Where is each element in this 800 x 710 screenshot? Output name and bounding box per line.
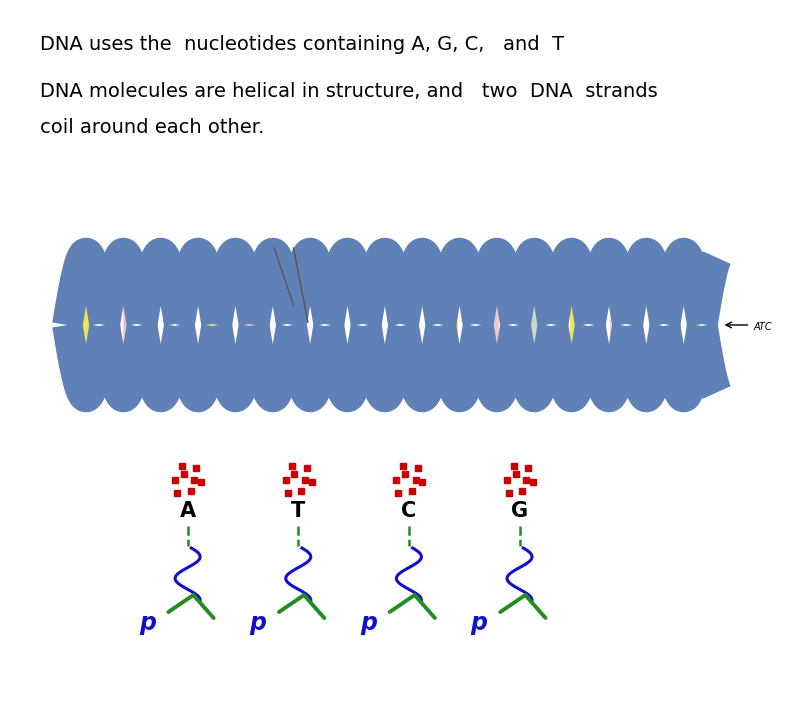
Text: p: p <box>250 611 266 635</box>
Text: DNA molecules are helical in structure, and   two  DNA  strands: DNA molecules are helical in structure, … <box>41 82 658 101</box>
Text: p: p <box>138 611 156 635</box>
Text: A: A <box>179 501 196 521</box>
Text: G: G <box>511 501 528 521</box>
Text: T: T <box>291 501 306 521</box>
Text: DNA uses the  nucleotides containing A, G, C,   and  T: DNA uses the nucleotides containing A, G… <box>41 35 565 54</box>
Text: p: p <box>360 611 377 635</box>
Text: ATC: ATC <box>754 322 772 332</box>
Text: p: p <box>470 611 487 635</box>
Text: coil around each other.: coil around each other. <box>41 118 265 137</box>
Text: C: C <box>402 501 417 521</box>
